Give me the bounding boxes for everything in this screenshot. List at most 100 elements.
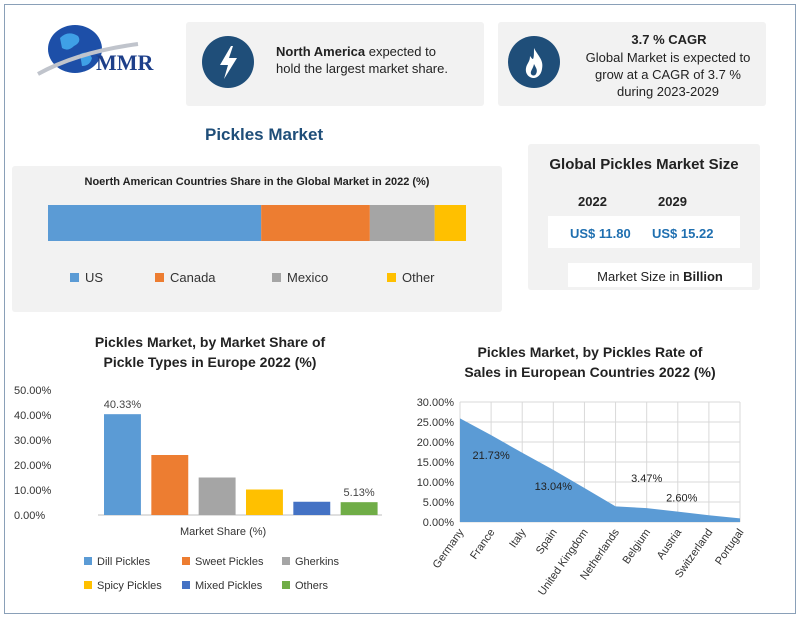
north-america-line2: hold the largest market share. <box>276 61 448 76</box>
bar-legend-item-gherkins: Gherkins <box>282 556 339 568</box>
area-data-label: 13.04% <box>535 481 573 493</box>
area-ytick-label: 5.00% <box>423 497 454 509</box>
page-title: Pickles Market <box>205 125 324 144</box>
area-xtick-label: Germany <box>431 526 467 570</box>
area-ytick-label: 10.00% <box>417 477 455 489</box>
legend-label: Others <box>295 580 329 592</box>
area-title-line1: Pickles Market, by Pickles Rate of <box>477 344 703 360</box>
north-america-rest: expected to <box>365 44 436 59</box>
bar-gherkins <box>198 477 236 515</box>
legend-label: Sweet Pickles <box>195 556 264 568</box>
bar-ytick-label: 50.00% <box>14 385 52 397</box>
market-size-unit: Market Size in Billion <box>568 269 752 284</box>
legend-label: Canada <box>170 270 216 285</box>
area-series <box>460 418 740 522</box>
area-ytick-label: 0.00% <box>423 517 454 529</box>
legend-swatch <box>182 581 190 589</box>
bar-title-line2: Pickle Types in Europe 2022 (%) <box>103 354 317 370</box>
legend-label: Gherkins <box>295 556 340 568</box>
market-size-title: Global Pickles Market Size <box>549 156 739 173</box>
bar-ytick-label: 40.00% <box>14 410 52 422</box>
unit-box <box>568 263 752 287</box>
year-2029-label: 2029 <box>658 194 687 209</box>
stacked-segment-canada <box>261 205 370 241</box>
legend-label: Mexico <box>287 270 329 285</box>
bar-others <box>340 502 378 515</box>
stacked-segment-other <box>434 205 466 241</box>
legend-swatch <box>387 273 396 282</box>
flame-icon-circle <box>508 36 560 88</box>
bar-dill-pickles <box>104 414 141 515</box>
area-title-line2: Sales in European Countries 2022 (%) <box>464 364 716 380</box>
stacked-chart-title: Noerth American Countries Share in the G… <box>84 176 430 188</box>
cagr-line1: Global Market is expected to <box>585 50 751 65</box>
bar-legend-item-sweet-pickles: Sweet Pickles <box>182 556 263 568</box>
bar-spicy-pickles <box>246 489 283 515</box>
logo-text: MMR <box>96 50 154 75</box>
cagr-headline: 3.7 % CAGR <box>631 32 707 47</box>
cagr-text: Global Market is expected to grow at a C… <box>572 49 764 100</box>
legend-label: Other <box>402 270 435 285</box>
legend-swatch <box>84 581 92 589</box>
unit-bold: Billion <box>683 269 723 284</box>
legend-label: US <box>85 270 104 285</box>
area-xtick-label: France <box>468 527 497 562</box>
area-ytick-label: 20.00% <box>417 437 455 449</box>
bar-data-label: 40.33% <box>104 399 142 411</box>
legend-swatch <box>272 273 281 282</box>
area-xtick-label: Italy <box>507 526 529 550</box>
bar-legend-item-spicy-pickles: Spicy Pickles <box>84 580 162 592</box>
stacked-bar-chart <box>48 205 466 241</box>
market-values-box <box>548 216 740 248</box>
bar-mixed-pickles <box>293 501 331 515</box>
legend-swatch <box>282 581 290 589</box>
area-ytick-label: 15.00% <box>417 457 455 469</box>
legend-item-mexico: Mexico <box>272 270 328 285</box>
lightning-icon-circle <box>202 36 254 88</box>
flame-icon <box>525 48 543 78</box>
legend-swatch <box>282 557 290 565</box>
bar-legend-item-mixed-pickles: Mixed Pickles <box>182 580 262 592</box>
unit-prefix: Market Size in <box>597 269 684 284</box>
area-data-label: 3.47% <box>631 473 662 485</box>
area-xtick-label: Portugal <box>713 527 746 567</box>
value-2022: US$ 11.80 <box>570 226 631 241</box>
area-chart-title: Pickles Market, by Pickles Rate of Sales… <box>420 342 760 382</box>
stacked-segment-us <box>48 205 262 241</box>
area-xtick-label: Spain <box>534 527 560 557</box>
north-america-bold: North America <box>276 44 366 59</box>
legend-label: Mixed Pickles <box>195 580 263 592</box>
bar-ytick-label: 10.00% <box>14 485 52 497</box>
bar-xlabel: Market Share (%) <box>180 526 267 538</box>
legend-label: Spicy Pickles <box>97 580 162 592</box>
area-ytick-label: 25.00% <box>417 417 455 429</box>
area-xtick-label: Belgium <box>620 527 653 566</box>
brand-logo: MMR <box>30 16 180 86</box>
area-data-label: 21.73% <box>472 450 510 462</box>
legend-item-canada: Canada <box>155 270 216 285</box>
bar-data-label: 5.13% <box>344 487 375 499</box>
cagr-line2: grow at a CAGR of 3.7 % <box>595 67 741 82</box>
legend-item-other: Other <box>387 270 435 285</box>
legend-item-us: US <box>70 270 103 285</box>
legend-swatch <box>84 557 92 565</box>
bar-legend-item-others: Others <box>282 580 328 592</box>
bar-sweet-pickles <box>151 455 189 515</box>
bar-ytick-label: 0.00% <box>14 510 45 522</box>
pickle-types-bar-chart: 0.00% 10.00% 20.00% 30.00% 40.00% 50.00% 40.33… <box>10 380 390 550</box>
legend-swatch <box>70 273 79 282</box>
legend-swatch <box>155 273 164 282</box>
sales-rate-area-chart: 0.00% 5.00% 10.00% 15.00% 20.00% 25.00% 30.00%… <box>417 397 747 598</box>
year-2022-label: 2022 <box>578 194 607 209</box>
north-america-text: North America expected to hold the large… <box>276 43 448 77</box>
bar-chart-title: Pickles Market, by Market Share of Pickl… <box>40 332 380 372</box>
area-ytick-label: 30.00% <box>417 397 455 409</box>
stacked-segment-mexico <box>369 205 435 241</box>
area-data-label: 2.60% <box>666 493 697 505</box>
lightning-icon <box>220 46 237 79</box>
bar-legend-item-dill-pickles: Dill Pickles <box>84 556 150 568</box>
value-2029: US$ 15.22 <box>652 226 714 241</box>
bar-ytick-label: 30.00% <box>14 435 52 447</box>
legend-label: Dill Pickles <box>97 556 151 568</box>
cagr-line3: during 2023-2029 <box>617 84 719 99</box>
